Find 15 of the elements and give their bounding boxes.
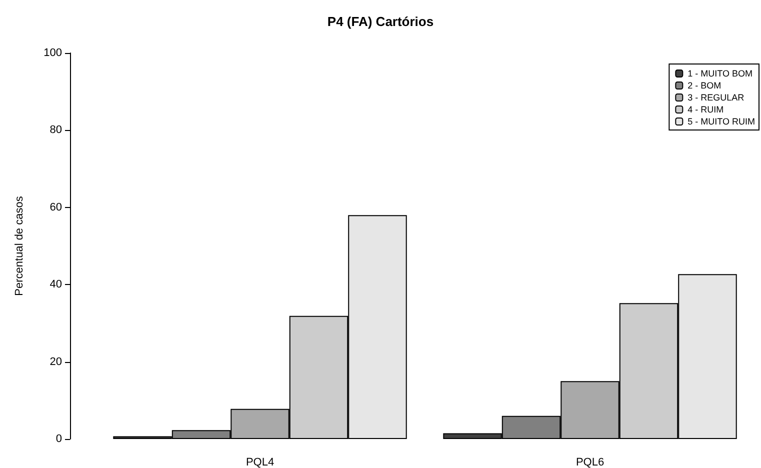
- chart-title: P4 (FA) Cartórios: [327, 14, 434, 29]
- x-tick-label: PQL6: [576, 456, 604, 468]
- y-tick-label: 40: [50, 278, 62, 291]
- x-tick-label: PQL4: [246, 456, 274, 468]
- y-tick-label: 60: [50, 201, 62, 214]
- legend-label: 1 - MUITO BOM: [688, 68, 753, 78]
- legend-label: 2 - BOM: [688, 80, 722, 90]
- legend-label: 5 - MUITO RUIM: [688, 116, 756, 126]
- y-axis-title: Percentual de casos: [14, 196, 26, 296]
- y-tick-label: 100: [44, 47, 62, 59]
- y-tick-label: 80: [50, 124, 62, 136]
- legend-label: 3 - REGULAR: [688, 92, 745, 102]
- y-tick-label: 0: [56, 433, 62, 445]
- legend-label: 4 - RUIM: [688, 104, 724, 114]
- y-tick-label: 20: [50, 356, 62, 368]
